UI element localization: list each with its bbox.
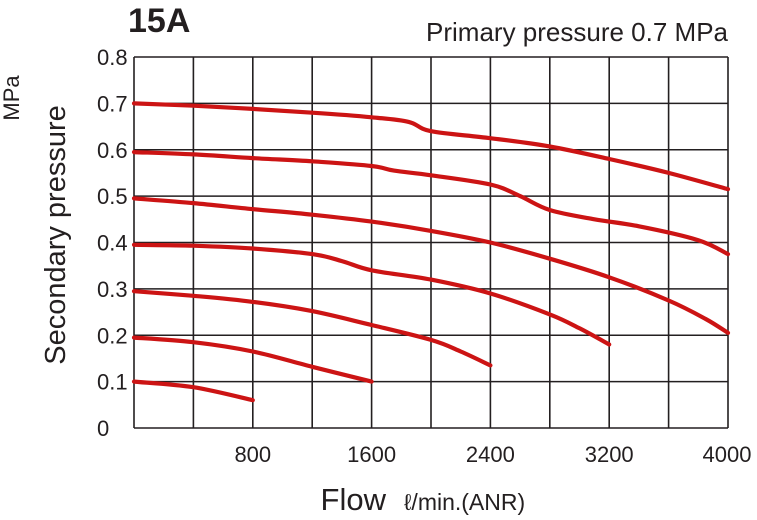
series-line-3 [131,242,612,347]
y-tick-label: 0.7 [97,91,128,116]
tick-labels: 0 0.1 0.2 0.3 0.4 0.5 0.6 0.7 0.8 800 1600 2400 3200… [97,45,751,467]
chart-title: 15A [128,2,190,40]
y-tick-label: 0.3 [97,277,128,302]
x-axis-label: Flow [321,482,387,517]
x-tick-label: 4000 [703,442,752,467]
x-tick-label: 3200 [585,442,634,467]
y-tick-label: 0.4 [97,231,128,256]
series-line-2 [131,196,731,335]
chart-subtitle: Primary pressure 0.7 MPa [426,17,729,47]
y-tick-label: 0.6 [97,138,128,163]
y-axis-label: Secondary pressure [40,105,72,365]
x-tick-label: 800 [234,442,271,467]
x-tick-label: 2400 [466,442,515,467]
x-axis-unit: ℓ/min.(ANR) [404,489,525,515]
y-tick-label: 0.5 [97,184,128,209]
y-axis-unit: MPa [0,75,24,121]
y-tick-label: 0 [97,416,109,441]
series-lines [131,101,731,403]
y-tick-label: 0.8 [97,45,128,70]
y-tick-label: 0.2 [97,323,128,348]
series-line-1 [131,150,731,257]
series-line-4 [131,289,493,368]
series-line-5 [131,335,374,384]
y-tick-label: 0.1 [97,370,128,395]
series-line-0 [131,101,731,192]
x-tick-label: 1600 [347,442,396,467]
series-line-6 [131,379,255,403]
grid [133,56,729,429]
